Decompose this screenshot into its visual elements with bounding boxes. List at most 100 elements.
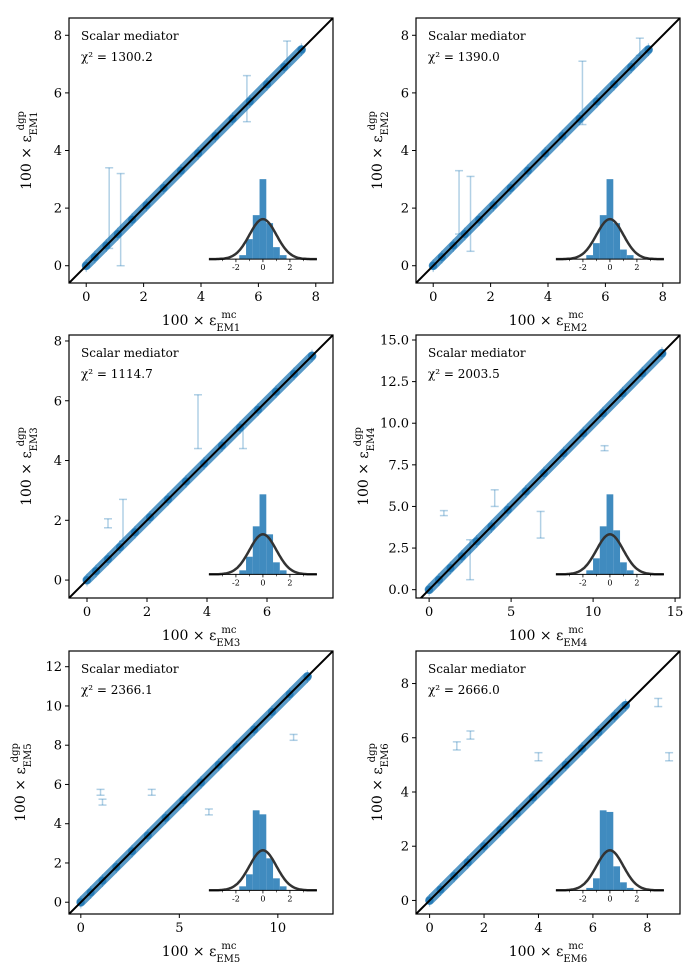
histogram-bar [266,858,274,891]
inset-tick-label: 0 [260,578,265,587]
histogram-bar [273,562,280,575]
x-tick-label: 6 [263,605,271,620]
inset-tick-label: 2 [634,263,639,272]
histogram-bar [586,887,594,891]
plot-area [416,651,680,914]
residual-inset: -2 0 2 [208,810,317,903]
x-tick-label: 6 [254,290,262,305]
y-tick-label: 0 [54,896,62,911]
residual-inset: -2 0 2 [555,810,664,903]
histogram-bar [586,255,594,260]
histogram-bar [620,249,627,260]
histogram-bar [273,878,280,891]
residual-inset: -2 0 2 [208,494,317,587]
y-tick-label: 8 [54,739,62,754]
axes-frame [415,650,681,915]
histogram-bar [599,215,607,260]
inset-tick-label: 2 [634,578,639,587]
y-tick-label: 8 [401,677,409,692]
y-tick-label: 12 [45,660,62,675]
residual-inset: -2 0 2 [555,494,664,587]
y-axis-label: 100 × εEM4dgp [353,427,377,506]
y-tick-label: 0 [401,259,409,274]
inset-tick-label: -2 [579,263,587,272]
x-tick-label: 5 [507,605,515,620]
diagonal-line [419,335,680,598]
y-tick-label: 2 [54,514,62,529]
x-tick-label: 6 [589,921,597,936]
x-axis-label: 100 × εEM4mc [509,625,588,649]
plot-area [69,18,333,283]
histogram-bar [620,882,627,891]
x-tick-label: 0 [425,605,433,620]
inset-tick-label: 2 [287,894,292,903]
gaussian-curve [208,217,317,261]
inset-tick-label: 0 [260,894,265,903]
panel-em3: -2 0 2 0 2 4 6 0 2 4 6 8 Scalar mediator χ² = 1114.7 1… [16,334,334,649]
x-tick-label: 0 [77,921,85,936]
residual-inset: -2 0 2 [555,179,664,272]
y-tick-label: 2 [54,856,62,871]
y-axis-label: 100 × εEM6dgp [367,743,391,822]
histogram-bar [246,556,253,575]
y-tick-label: 4 [54,817,62,832]
y-axis-label: 100 × εEM5dgp [10,743,34,822]
histogram-bar [586,570,594,575]
histogram-bar [593,878,600,891]
panel-em1: -2 0 2 0 2 4 6 8 0 2 4 6 8 Scalar mediator χ² = 1300.2… [16,17,334,334]
axes-frame [415,334,681,599]
y-tick-label: 7.5 [388,458,409,473]
x-tick-label: 4 [534,921,542,936]
histogram-bar [279,255,287,260]
x-tick-label: 4 [544,290,552,305]
x-tick-label: 0 [429,290,437,305]
chi2-label: χ² = 1390.0 [428,50,500,64]
y-tick-label: 0 [401,894,409,909]
plot-area [419,335,680,598]
histogram-bar [246,239,253,260]
diagonal-line [69,335,333,598]
y-tick-label: 2 [401,840,409,855]
inset-tick-label: 0 [260,263,265,272]
x-axis-label: 100 × εEM2mc [509,310,588,334]
annotation-title: Scalar mediator [81,346,179,360]
inset-tick-label: 0 [607,894,612,903]
x-tick-label: 4 [197,290,205,305]
axes-frame [68,334,334,599]
diagonal-line [69,651,333,914]
y-tick-label: 5.0 [388,500,409,515]
y-tick-label: 8 [401,29,409,44]
x-tick-label: 10 [585,605,602,620]
chi2-label: χ² = 2666.0 [428,683,500,697]
y-tick-label: 4 [54,454,62,469]
x-tick-label: 5 [175,921,183,936]
diagonal-line [416,18,680,283]
x-axis-label: 100 × εEM6mc [509,941,588,965]
panel-em5: -2 0 2 0 5 10 0 2 4 6 8 10 12 Scalar mediator χ² = 236… [10,650,334,965]
annotation-title: Scalar mediator [428,29,526,43]
histogram-bar [252,526,260,575]
y-tick-label: 10.0 [380,417,409,432]
y-axis-label: 100 × εEM1dgp [16,111,40,190]
x-tick-label: 2 [139,290,147,305]
y-tick-label: 2.5 [388,542,409,557]
inset-tick-label: -2 [232,263,240,272]
x-axis-label: 100 × εEM5mc [162,941,241,965]
histogram-bar [252,810,260,891]
y-tick-label: 6 [54,86,62,101]
gaussian-curve [208,533,317,576]
histogram-bar [239,255,247,260]
y-tick-label: 12.5 [380,375,409,390]
y-tick-label: 0 [54,574,62,589]
histogram-bar [613,866,621,891]
inset-tick-label: -2 [579,894,587,903]
inset-tick-label: 2 [287,263,292,272]
y-tick-label: 4 [401,144,409,159]
plot-area [416,18,680,283]
histogram-bar [626,887,634,891]
y-tick-label: 0 [54,259,62,274]
x-tick-label: 8 [312,290,320,305]
plot-area [69,335,333,598]
histogram-bar [266,223,274,260]
y-tick-label: 4 [54,144,62,159]
